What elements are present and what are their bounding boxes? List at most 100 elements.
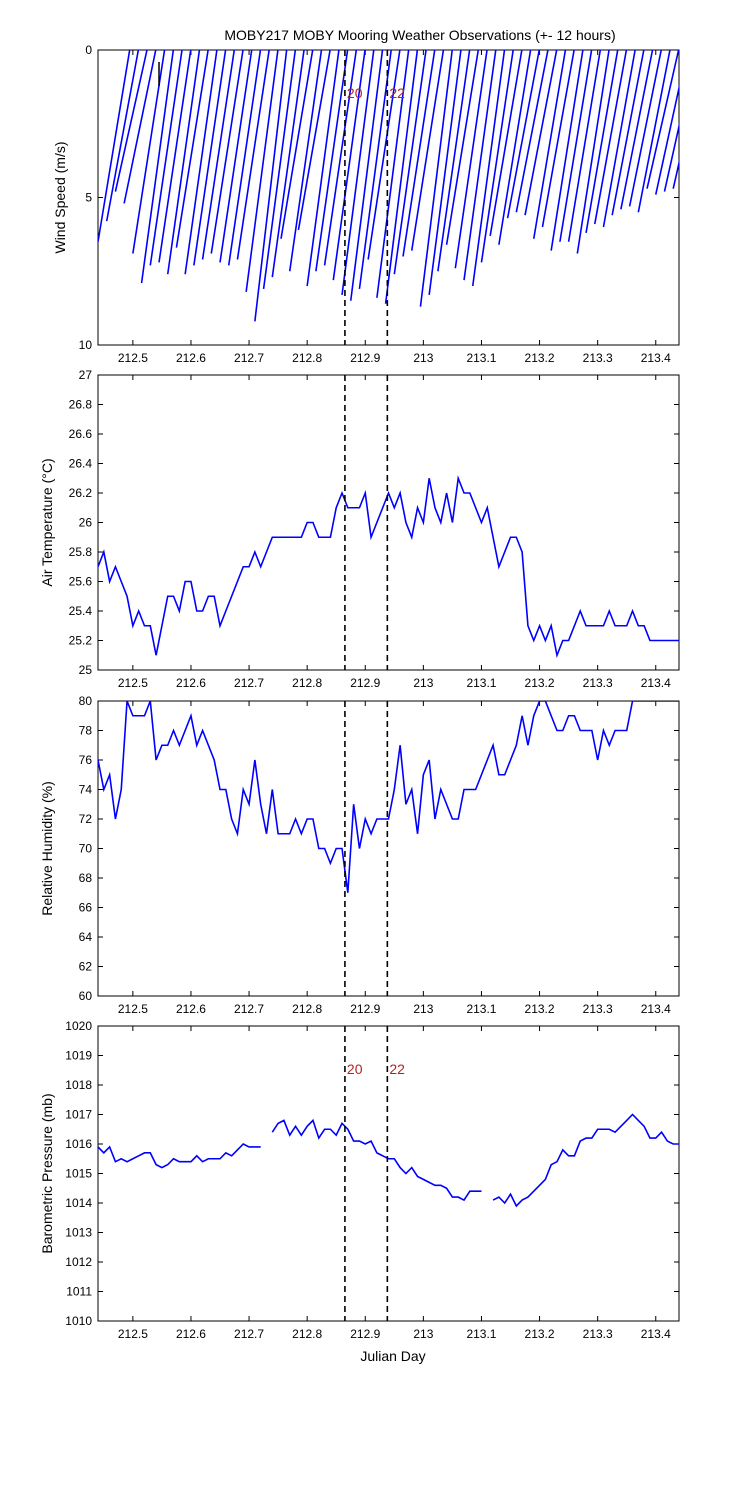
- wind-stick: [105, 50, 140, 222]
- wind-stick: [323, 50, 358, 266]
- wind-stick: [506, 50, 541, 219]
- series-group: [98, 475, 679, 659]
- wind-stick: [315, 50, 349, 272]
- x-tick-label: 212.7: [234, 351, 264, 365]
- x-tick-label: 213.4: [641, 1002, 671, 1016]
- y-tick-label: 80: [79, 694, 93, 708]
- wind-stick: [271, 50, 305, 278]
- wind-stick: [288, 50, 323, 272]
- wind-stick: [166, 50, 201, 275]
- wind-stick: [602, 50, 636, 228]
- series-line: [492, 1113, 679, 1208]
- wind-stick: [210, 50, 244, 254]
- y-tick-label: 1016: [65, 1137, 92, 1151]
- series-group: [98, 701, 679, 893]
- wind-stick: [576, 50, 610, 254]
- y-tick-label: 66: [79, 901, 93, 915]
- x-tick-label: 212.9: [350, 351, 380, 365]
- wind-stick: [620, 50, 654, 210]
- y-axis-label: Air Temperature (°C): [39, 458, 55, 586]
- x-tick-label: 213.3: [583, 1327, 613, 1341]
- y-tick-label: 62: [79, 960, 93, 974]
- y-tick-label: 5: [85, 191, 92, 205]
- wind-stick: [646, 50, 679, 189]
- y-tick-label: 25.4: [69, 604, 93, 618]
- wind-stick: [515, 50, 549, 213]
- y-tick-label: 1013: [65, 1226, 92, 1240]
- series-line: [98, 701, 679, 893]
- y-tick-label: 26: [79, 516, 93, 530]
- panel-4: 212.5 212.6 212.7 212.8 212.9 213 213.1 213.2 21…: [39, 1019, 680, 1341]
- y-axis-label: Barometric Pressure (mb): [39, 1093, 55, 1253]
- x-tick-label: 212.7: [234, 676, 264, 690]
- wind-stick: [219, 50, 253, 263]
- wind-stick: [149, 50, 183, 266]
- wind-stick: [140, 50, 175, 284]
- series-line: [271, 1118, 482, 1202]
- x-tick-label: 213.2: [525, 676, 555, 690]
- wind-stick: [367, 50, 401, 260]
- x-tick-label: 212.5: [118, 1327, 148, 1341]
- panel-2: 212.5 212.6 212.7 212.8 212.9 213 213.1 213.2 21…: [39, 368, 680, 690]
- wind-stick: [428, 50, 462, 295]
- y-tick-label: 76: [79, 753, 93, 767]
- wind-stick: [227, 50, 262, 266]
- x-tick-label: 213: [413, 1327, 433, 1341]
- x-tick-label: 213.3: [583, 1002, 613, 1016]
- x-tick-label: 213.1: [466, 351, 496, 365]
- x-tick-label: 212.8: [292, 1002, 322, 1016]
- wind-stick: [628, 50, 663, 207]
- wind-stick: [201, 50, 236, 260]
- y-tick-label: 25.8: [69, 545, 93, 559]
- x-tick-label: 212.5: [118, 351, 148, 365]
- x-tick-label: 213.4: [641, 351, 671, 365]
- x-tick-label: 213.1: [466, 676, 496, 690]
- y-axis-label: Relative Humidity (%): [39, 781, 55, 916]
- y-tick-label: 1017: [65, 1108, 92, 1122]
- time-marker-label: 20: [347, 85, 363, 101]
- wind-stick: [489, 50, 523, 236]
- chart-title: MOBY217 MOBY Mooring Weather Observation…: [224, 27, 615, 43]
- wind-stick: [541, 50, 575, 228]
- wind-stick: [567, 50, 602, 242]
- wind-stick: [245, 50, 279, 293]
- x-tick-label: 213.2: [525, 1002, 555, 1016]
- y-tick-label: 27: [79, 368, 93, 382]
- y-tick-label: 25.2: [69, 634, 93, 648]
- wind-stick: [437, 50, 471, 272]
- wind-stick: [123, 50, 157, 204]
- series-group: [98, 50, 679, 322]
- wind-stick: [654, 84, 679, 195]
- x-tick-label: 213: [413, 351, 433, 365]
- x-tick-label: 212.6: [176, 351, 206, 365]
- x-tick-label: 212.5: [118, 1002, 148, 1016]
- wind-stick: [611, 50, 645, 216]
- x-axis-label: Julian Day: [360, 1348, 425, 1364]
- wind-stick: [262, 50, 297, 290]
- x-tick-label: 213.4: [641, 676, 671, 690]
- y-tick-label: 78: [79, 724, 93, 738]
- panel-3: 212.5 212.6 212.7 212.8 212.9 213 213.1 213.2 21…: [39, 694, 680, 1016]
- series-group: [98, 1113, 679, 1208]
- axes-frame: [97, 700, 680, 997]
- x-tick-label: 212.9: [350, 1327, 380, 1341]
- y-tick-label: 68: [79, 871, 93, 885]
- x-tick-label: 212.6: [176, 676, 206, 690]
- x-tick-label: 212.7: [234, 1002, 264, 1016]
- x-tick-label: 212.8: [292, 351, 322, 365]
- y-tick-label: 1014: [65, 1196, 92, 1210]
- wind-stick: [384, 50, 419, 304]
- wind-stick: [184, 50, 218, 275]
- wind-stick: [663, 122, 679, 192]
- wind-stick: [193, 50, 227, 266]
- wind-stick: [98, 50, 131, 242]
- x-tick-label: 213.1: [466, 1327, 496, 1341]
- wind-stick: [480, 50, 514, 263]
- y-tick-label: 26.2: [69, 486, 93, 500]
- wind-stick: [532, 50, 567, 239]
- x-tick-label: 213: [413, 1002, 433, 1016]
- y-tick-label: 74: [79, 783, 93, 797]
- time-marker-label: 20: [347, 1061, 363, 1077]
- wind-stick: [393, 50, 427, 275]
- wind-stick: [593, 50, 628, 225]
